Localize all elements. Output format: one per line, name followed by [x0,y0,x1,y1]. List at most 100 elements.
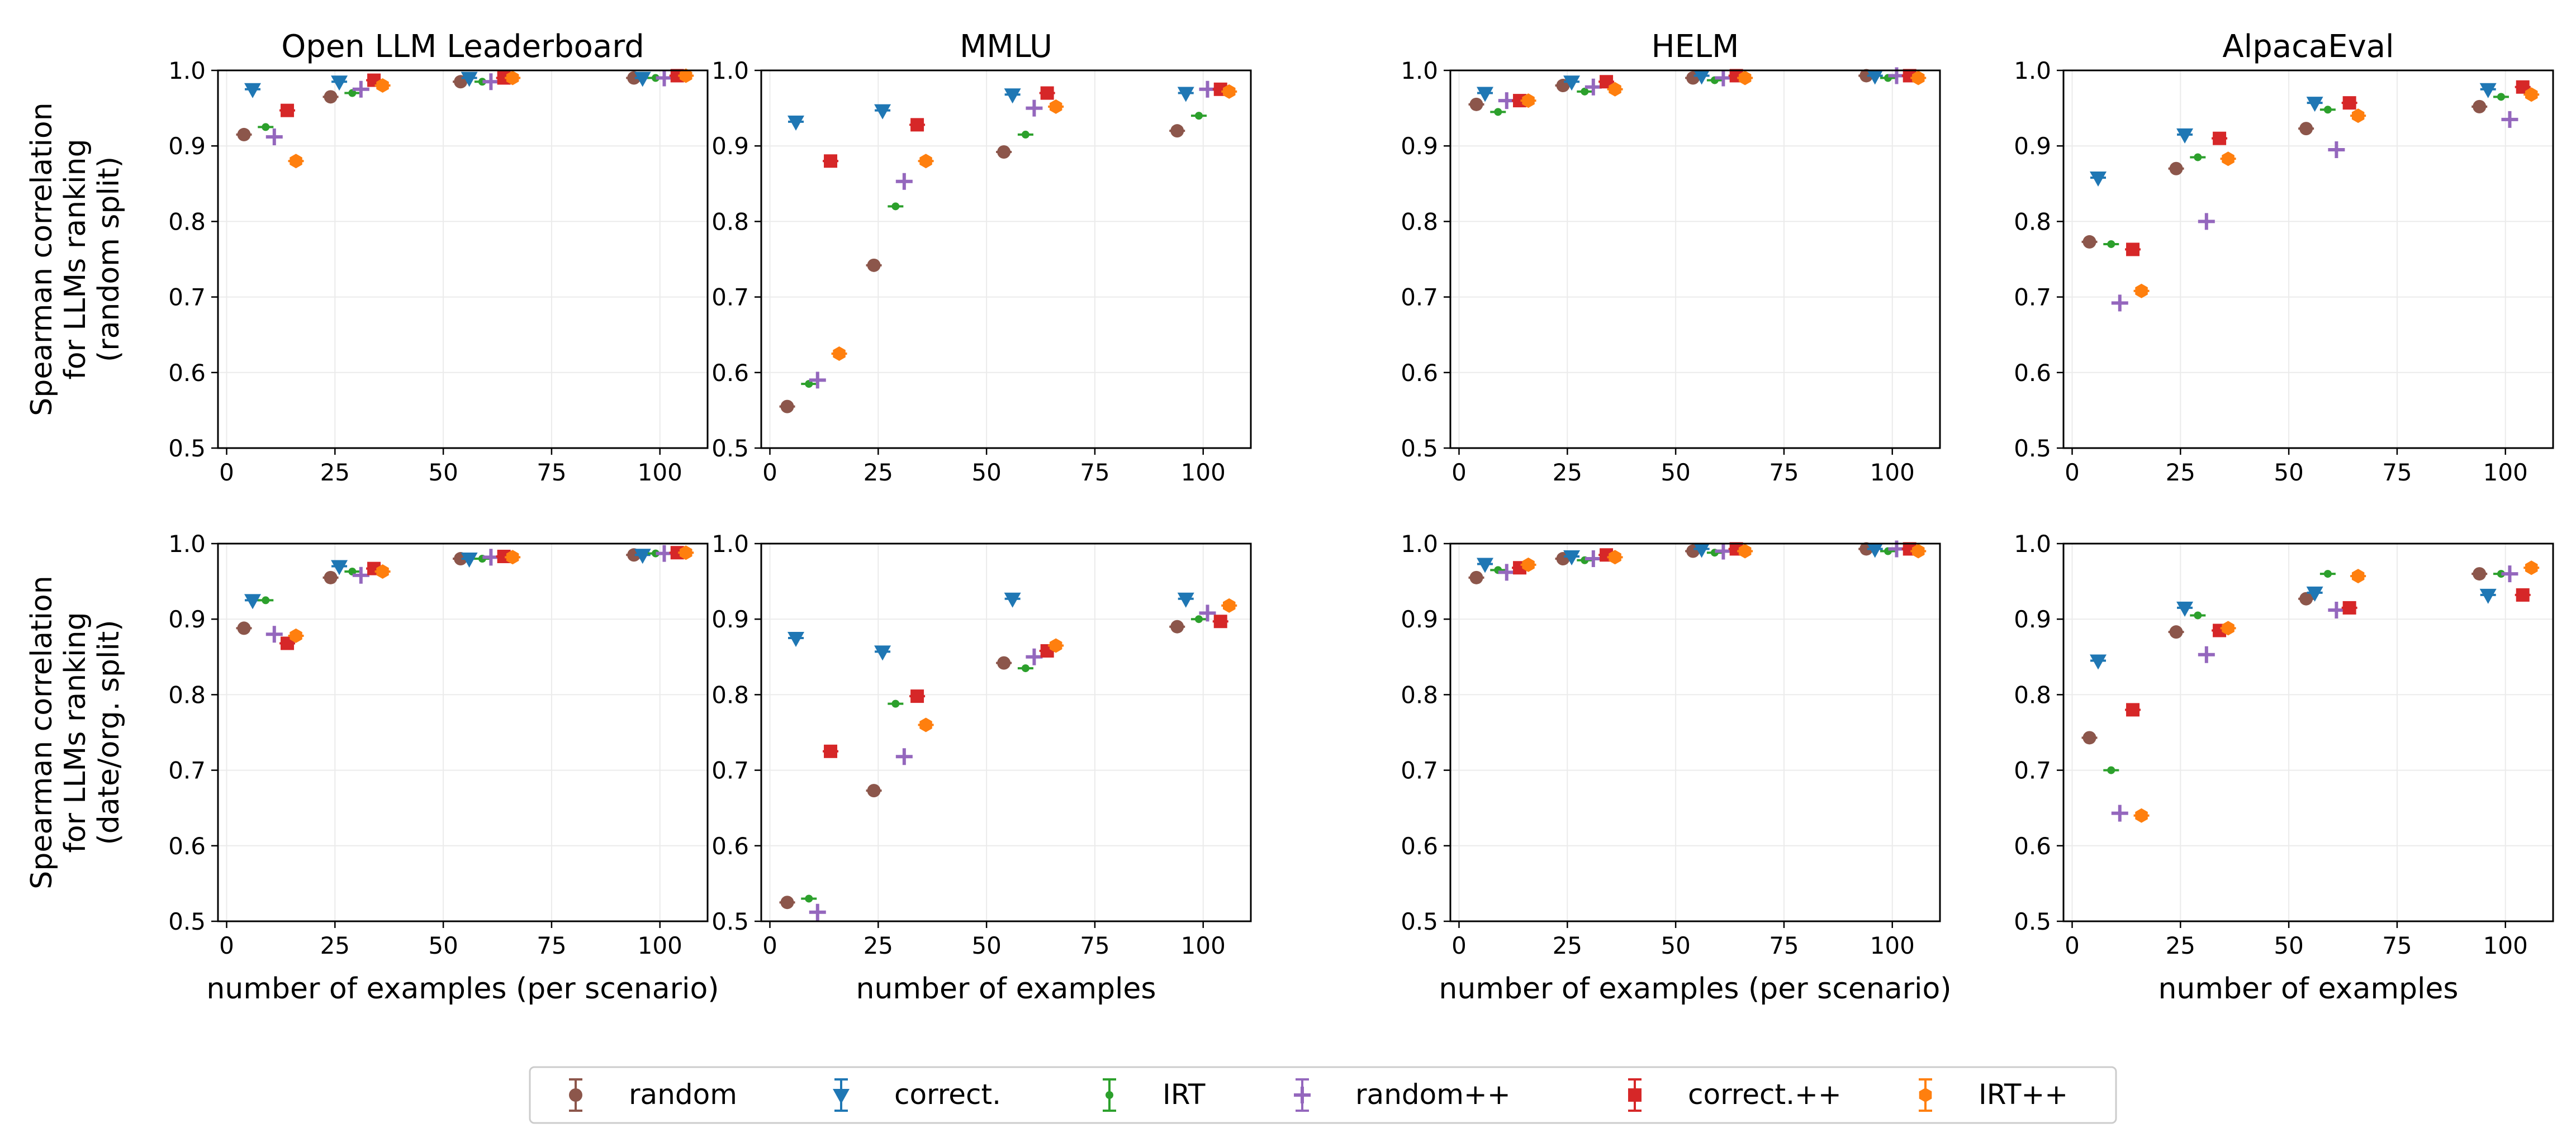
data-point [1584,550,1602,568]
legend-label: random [629,1078,737,1111]
data-point [352,80,369,98]
y-axis-label: Spearman correlation [25,102,59,416]
data-point [1004,88,1021,104]
legend-entry-IRT: IRT [1103,1078,1206,1112]
data-point [651,74,660,82]
data-point [919,717,932,732]
data-point [1213,615,1227,629]
data-point [2194,153,2202,161]
data-point [787,115,805,131]
y-tick-label: 0.7 [168,284,206,311]
data-point [910,118,924,132]
data-point [780,896,794,910]
y-tick-label: 0.5 [711,908,749,935]
panel-r1-c3: 0 25 50 75 100 0.5 0.6 0.7 0.8 0.9 1.0 number of ex… [2014,530,2554,1006]
series-random [2081,99,2488,249]
data-point [1609,82,1621,97]
y-tick-label: 0.8 [711,681,749,708]
data-point [1177,592,1194,608]
data-point [262,596,270,605]
axes-frame [1449,69,1941,449]
data-point [2516,588,2530,602]
series-correct.++ [823,615,1228,758]
y-axis-label: (date/org. split) [92,620,126,845]
x-tick-label: 75 [2382,459,2412,486]
x-tick-label: 25 [864,932,893,959]
data-point [895,173,913,190]
x-tick-label: 100 [638,932,682,959]
series-random++ [265,69,673,145]
x-tick-label: 75 [537,932,566,959]
data-point [2328,601,2345,618]
data-point [2323,106,2332,114]
y-tick-label: 0.7 [711,757,749,784]
data-point [2222,151,2235,166]
data-point [2082,731,2096,745]
data-point [805,894,813,903]
data-point [874,645,891,661]
data-point [2198,646,2215,663]
data-point [237,621,251,635]
data-point [1469,570,1483,584]
x-tick-label: 100 [1870,932,1915,959]
data-point [2090,171,2107,187]
data-point [1522,557,1535,572]
axes-frame [2062,542,2554,922]
data-point [1021,130,1030,139]
x-tick-label: 25 [1553,459,1582,486]
data-point [2351,108,2365,123]
data-point [2473,99,2487,113]
y-tick-label: 0.9 [168,606,206,633]
data-point [910,689,924,703]
series-IRT++ [2133,87,2540,298]
data-point [1522,93,1535,108]
x-tick-label: 25 [320,932,350,959]
data-point [2342,601,2356,615]
data-point [2126,242,2140,256]
y-tick-label: 0.9 [168,132,206,160]
data-point [1715,542,1732,560]
x-axis-label: number of examples [856,972,1156,1006]
data-point [2222,621,2235,636]
data-point [482,73,500,91]
legend-marker [1628,1088,1642,1102]
data-point [1026,99,1043,117]
x-tick-label: 75 [1080,459,1109,486]
data-point [2107,240,2115,248]
data-point [809,903,826,921]
y-tick-label: 0.6 [2014,359,2051,387]
y-tick-label: 0.8 [168,208,206,235]
x-tick-label: 50 [2274,932,2303,959]
data-point [331,560,348,575]
series-random++ [2111,565,2518,822]
data-point [651,549,660,558]
y-tick-label: 1.0 [711,530,749,558]
data-point [1223,598,1236,613]
x-tick-label: 75 [537,459,566,486]
x-tick-label: 100 [1870,459,1915,486]
data-point [824,744,838,758]
legend-marker [1919,1088,1932,1102]
x-tick-label: 50 [971,459,1001,486]
panel-title: AlpacaEval [2222,28,2394,65]
data-point [461,553,478,568]
y-tick-label: 0.5 [2014,435,2051,462]
data-point [2497,93,2505,101]
data-point [1912,70,1925,85]
y-tick-label: 0.9 [2014,132,2051,160]
axes-frame [1449,542,1941,922]
x-tick-label: 50 [2274,459,2303,486]
axes-frame [760,69,1252,449]
panel-r0-c1: 0 25 50 75 100 0.5 0.6 0.7 0.8 0.9 1.0 MMLU [711,28,1252,486]
data-point [352,567,369,584]
data-point [1170,124,1184,138]
series-random++ [809,605,1216,921]
data-point [997,145,1011,159]
y-tick-label: 0.5 [168,908,206,935]
x-tick-label: 25 [864,459,893,486]
y-tick-label: 0.6 [2014,832,2051,860]
data-point [2525,560,2538,575]
data-point [680,68,692,83]
